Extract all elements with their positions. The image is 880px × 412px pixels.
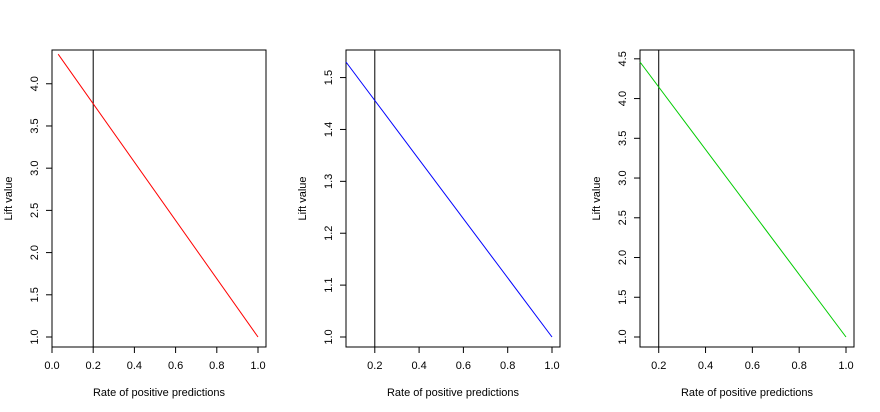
y-tick-label: 1.0 [29, 329, 41, 344]
y-tick-label: 3.5 [29, 118, 41, 133]
x-tick-label: 1.0 [250, 360, 265, 372]
x-axis-title: Rate of positive predictions [93, 387, 226, 399]
x-axis-title: Rate of positive predictions [681, 387, 814, 399]
y-axis-title: Lift value [297, 176, 309, 220]
series-line [57, 53, 259, 338]
y-tick-label: 1.0 [323, 329, 335, 344]
y-tick-label: 1.5 [323, 70, 335, 85]
y-axis-title: Lift value [3, 176, 15, 220]
y-tick-label: 1.0 [617, 329, 629, 344]
y-tick-label: 3.0 [617, 170, 629, 185]
y-tick-label: 4.0 [617, 91, 629, 106]
x-tick-label: 0.6 [456, 360, 471, 372]
chart-panel-1: 0.0 0.2 0.4 0.6 0.8 1.0 1.0 1.5 2.0 2.5 3.0 3.5 4.0 R… [3, 49, 267, 399]
plot-frame [639, 49, 855, 348]
y-tick-label: 1.1 [323, 277, 335, 292]
x-tick-label: 1.0 [544, 360, 559, 372]
y-tick-label: 1.2 [323, 226, 335, 241]
y-tick-label: 2.0 [617, 250, 629, 265]
y-tick-label: 2.5 [617, 210, 629, 225]
x-tick-label: 1.0 [838, 360, 853, 372]
x-tick-label: 0.4 [127, 360, 142, 372]
x-tick-label: 0.2 [86, 360, 101, 372]
plot-frame [345, 49, 561, 348]
y-tick-label: 3.5 [617, 131, 629, 146]
x-tick-label: 0.8 [792, 360, 807, 372]
x-tick-label: 0.6 [168, 360, 183, 372]
series-line [639, 61, 847, 338]
y-tick-label: 1.5 [617, 290, 629, 305]
x-tick-label: 0.0 [44, 360, 59, 372]
y-tick-label: 4.5 [617, 51, 629, 66]
y-axis-title: Lift value [591, 176, 603, 220]
x-axis-title: Rate of positive predictions [387, 387, 520, 399]
y-tick-label: 2.0 [29, 245, 41, 260]
y-tick-label: 1.4 [323, 122, 335, 137]
series-line [345, 61, 553, 338]
x-tick-label: 0.2 [367, 360, 382, 372]
x-tick-label: 0.4 [411, 360, 426, 372]
x-tick-label: 0.4 [698, 360, 713, 372]
x-tick-label: 0.6 [745, 360, 760, 372]
x-tick-label: 0.8 [500, 360, 515, 372]
x-tick-label: 0.8 [209, 360, 224, 372]
y-tick-label: 4.0 [29, 76, 41, 91]
y-tick-label: 3.0 [29, 161, 41, 176]
y-tick-label: 2.5 [29, 203, 41, 218]
x-tick-label: 0.2 [651, 360, 666, 372]
y-tick-label: 1.3 [323, 174, 335, 189]
y-tick-label: 1.5 [29, 287, 41, 302]
chart-panel-3: 0.2 0.4 0.6 0.8 1.0 1.0 1.5 2.0 2.5 3.0 3.5 4.0 4.5 R… [591, 49, 855, 399]
chart-panel-2: 0.2 0.4 0.6 0.8 1.0 1.0 1.1 1.2 1.3 1.4 1.5 Rate of… [297, 49, 561, 399]
